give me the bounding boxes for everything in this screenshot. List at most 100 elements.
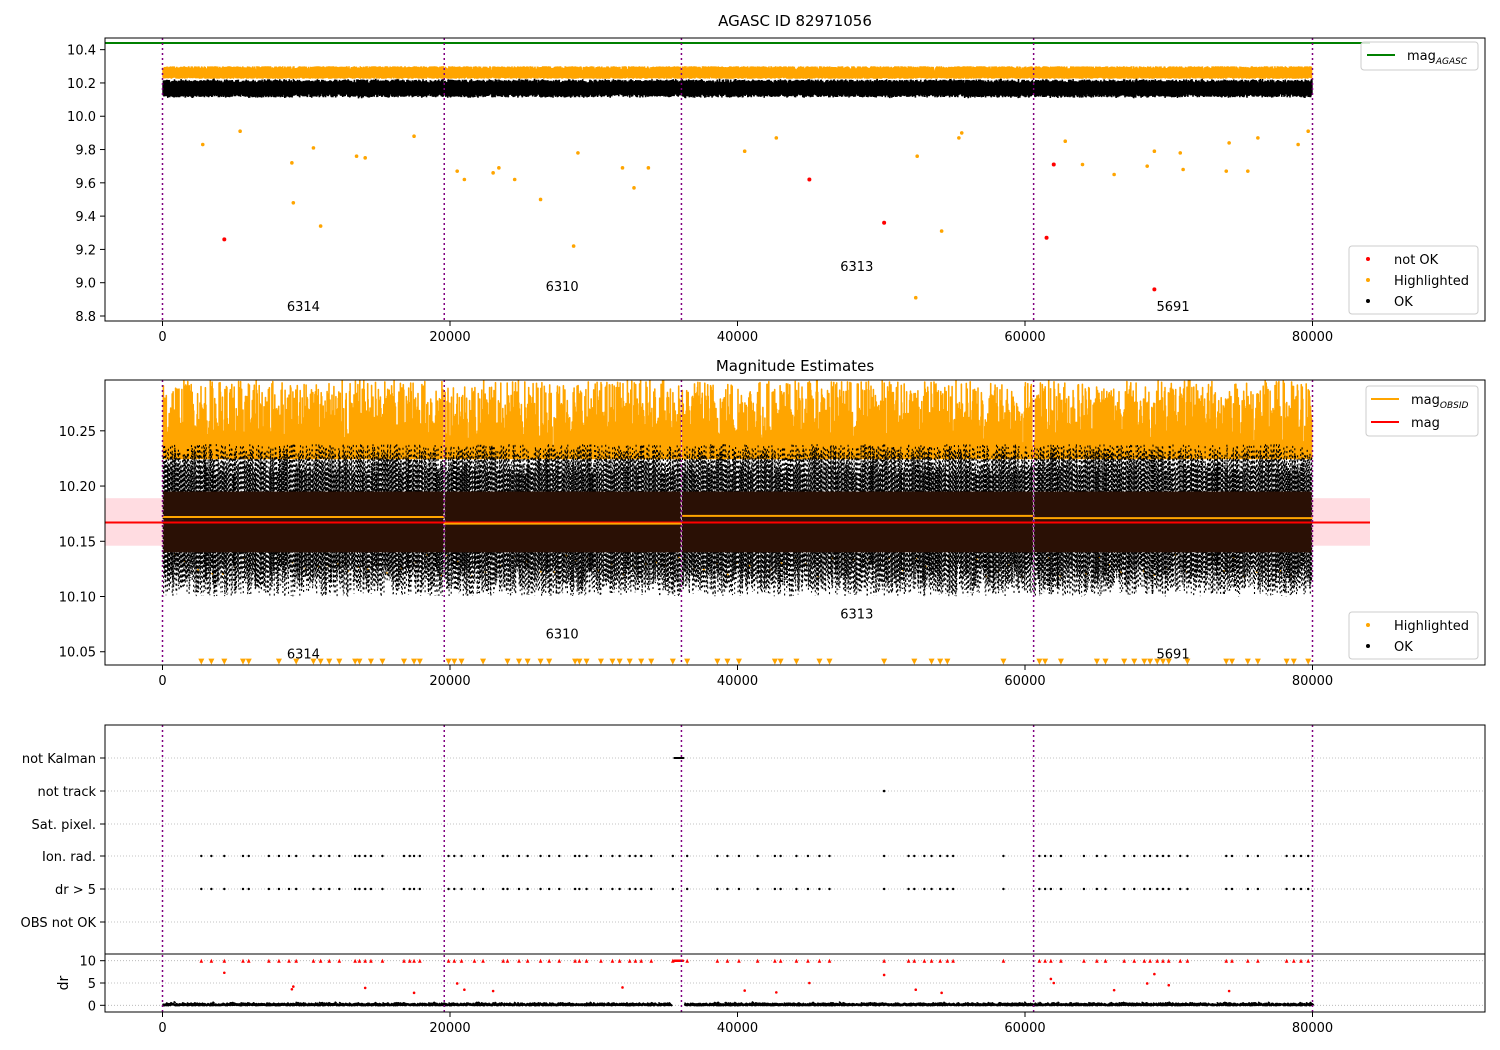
highlighted-outlier-point (1080, 162, 1085, 167)
dr-gt-5-flag (447, 887, 450, 891)
clipped-point-marker (1283, 658, 1290, 665)
dr-clipped-marker (241, 958, 245, 963)
clipped-point-marker (771, 658, 778, 665)
legend-dot-swatch (1366, 278, 1370, 282)
clipped-point-marker (937, 658, 944, 665)
ion-rad-flag (1156, 854, 1159, 858)
dr-clipped-marker (418, 958, 422, 963)
ion-rad-flag (447, 854, 450, 858)
dr-clipped-marker (267, 958, 271, 963)
dr-gt-5-flag (1186, 887, 1189, 891)
dr-clipped-marker (817, 958, 822, 963)
clipped-point-marker (451, 658, 458, 665)
dr-gt-5-flag (1049, 887, 1053, 891)
clipped-point-marker (1000, 658, 1007, 665)
dr-outlier-point (1167, 983, 1171, 987)
highlighted-outlier-point (957, 136, 961, 140)
x-tick-label: 80000 (1292, 330, 1333, 345)
dr-gt-5-flag (287, 887, 291, 891)
dr-clipped-marker (938, 958, 942, 963)
dr-clipped-marker (929, 958, 934, 963)
clipped-point-marker (1057, 658, 1064, 665)
dr-clipped-marker (459, 958, 464, 963)
dr-gt-5-flag (210, 887, 213, 891)
dr-gt-5-flag (408, 887, 411, 891)
clipped-point-marker (516, 658, 522, 665)
ion-rad-flag (200, 854, 203, 858)
y-tick-label: 10.10 (59, 591, 96, 606)
dr-gt-5-flag (1122, 887, 1126, 891)
ion-rad-flag (671, 854, 675, 858)
dr-clipped-marker (1148, 958, 1152, 963)
dr-gt-5-flag (639, 887, 643, 891)
legend-label: mag (1411, 416, 1440, 431)
dr-gt-5-flag (946, 887, 949, 891)
clipped-point-marker (583, 658, 590, 665)
clipped-point-marker (1305, 658, 1312, 665)
highlighted-outlier-point (1227, 141, 1231, 145)
dr-clipped-marker (1230, 958, 1234, 963)
dr-gt-5-flag (1167, 887, 1170, 891)
x-tick-label: 80000 (1292, 1021, 1333, 1036)
dr-gt-5-flag (328, 887, 331, 891)
clipped-point-marker (208, 658, 215, 665)
clipped-point-marker (1121, 658, 1128, 665)
clipped-point-marker (245, 658, 252, 665)
clipped-point-marker (524, 658, 531, 665)
not-ok-point (1044, 235, 1049, 240)
clipped-point-marker (1036, 658, 1043, 665)
dr-clipped-marker (199, 958, 204, 963)
dr-clipped-marker (882, 958, 886, 963)
ion-rad-flag (287, 854, 291, 858)
dr-gt-5-flag (412, 887, 416, 891)
dr-gt-5-flag (716, 887, 719, 891)
dr-clipped-marker (412, 958, 416, 963)
legend-label: OK (1394, 295, 1413, 310)
ion-rad-flag (526, 854, 529, 858)
highlighted-outlier-point (455, 169, 459, 173)
clipped-point-marker (724, 658, 731, 665)
x-tick-label: 20000 (429, 1021, 470, 1036)
axes-frame (104, 379, 1486, 666)
dr-clipped-marker (557, 958, 562, 963)
dr-gt-5-flag (539, 887, 542, 891)
dr-gt-5-flag (585, 887, 588, 891)
dr-gt-5-flag (1306, 887, 1310, 891)
dr-clipped-marker (755, 958, 760, 963)
ion-rad-flag (473, 854, 476, 858)
not-ok-point (1051, 162, 1056, 167)
legend-dot-swatch (1366, 257, 1370, 261)
ion-rad-flag (1256, 854, 1260, 858)
dr-clipped-marker (311, 958, 316, 963)
legend-top: magAGASC (1360, 41, 1479, 71)
ion-rad-flag (1285, 854, 1288, 858)
highlighted-outlier-point (1112, 172, 1116, 177)
dr-gt-5-flag (882, 887, 886, 891)
y-tick-label: 9.6 (75, 177, 96, 192)
flag-row-label: not track (37, 785, 96, 800)
highlighted-outlier-point (1152, 149, 1157, 153)
dr-gt-5-flag (599, 887, 603, 891)
dr-clipped-marker (337, 958, 342, 963)
ion-rad-flag (338, 854, 341, 858)
highlighted-outlier-point (491, 171, 495, 175)
highlighted-outlier-point (1224, 169, 1229, 173)
clipped-point-marker (275, 658, 282, 665)
clipped-point-marker (576, 658, 583, 665)
dr-gt-5-flag (1230, 887, 1234, 891)
dr-clipped-marker (715, 958, 720, 963)
y-tick-label: 9.8 (75, 144, 96, 159)
dr-gt-5-flag (578, 887, 581, 891)
not-ok-point (807, 177, 812, 182)
dr-clipped-marker (222, 958, 227, 963)
legend-label: OK (1394, 640, 1413, 655)
dr-gt-5-flag (558, 887, 561, 891)
x-tick-label: 60000 (1004, 1021, 1045, 1036)
dr-gt-5-flag (634, 887, 637, 891)
dr-clipped-marker (380, 958, 385, 963)
ion-rad-flag (453, 854, 456, 858)
highlighted-outlier-point (742, 149, 747, 153)
clipped-point-marker (928, 658, 935, 665)
obsid-label: 5691 (1157, 300, 1190, 315)
